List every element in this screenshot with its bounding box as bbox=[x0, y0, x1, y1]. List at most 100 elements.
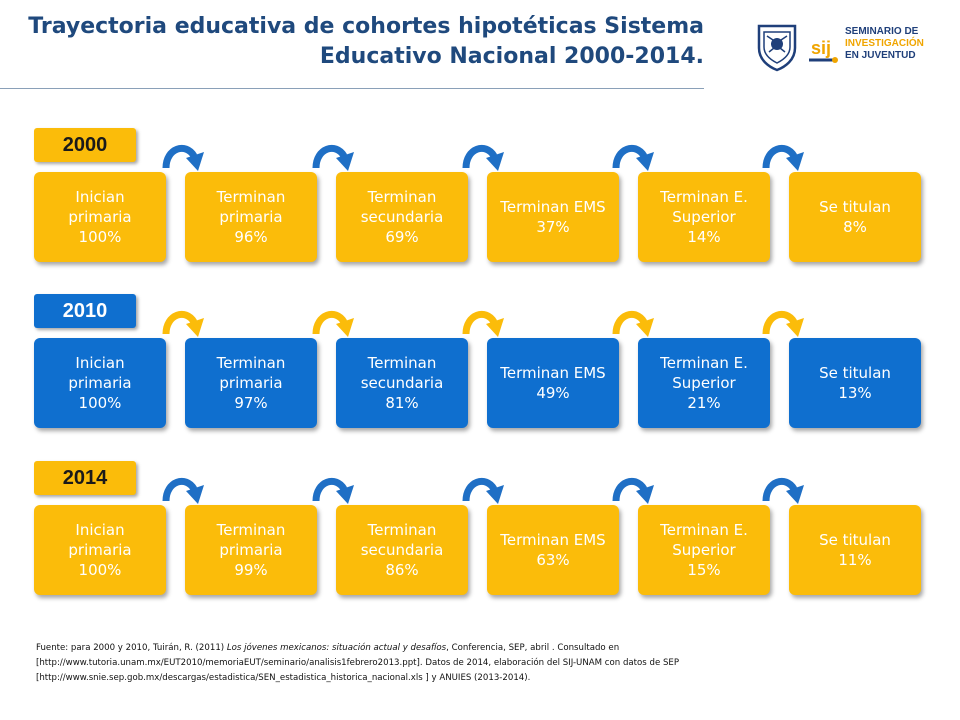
curved-arrow-icon bbox=[462, 477, 504, 504]
logos: sij SEMINARIO DE INVESTIGACIÓN EN JUVENT… bbox=[755, 18, 955, 78]
arrow-head bbox=[336, 318, 354, 337]
source-note: Fuente: para 2000 y 2010, Tuirán, R. (20… bbox=[36, 641, 936, 686]
curved-arrow-icon bbox=[162, 310, 204, 337]
arrow-head bbox=[636, 152, 654, 171]
stage-label: Terminan EMS 37% bbox=[500, 198, 606, 236]
arrow-head bbox=[786, 152, 804, 171]
arrow-arc bbox=[612, 144, 648, 169]
page-title: Trayectoria educativa de cohortes hipoté… bbox=[28, 14, 704, 69]
stage-label: Terminan primaria 99% bbox=[216, 521, 286, 579]
stage-box: Terminan EMS 49% bbox=[487, 338, 619, 428]
sij-logo-icon: sij bbox=[800, 27, 842, 69]
curved-arrow-icon bbox=[312, 477, 354, 504]
stage-label: Terminan secundaria 69% bbox=[360, 188, 444, 246]
source-line-2: [http://www.tutoria.unam.mx/EUT2010/memo… bbox=[36, 658, 680, 668]
stage-label: Inician primaria 100% bbox=[68, 354, 132, 412]
stage-box: Inician primaria 100% bbox=[34, 505, 166, 595]
year-label-1: 2010 bbox=[34, 294, 136, 328]
stage-box: Terminan secundaria 69% bbox=[336, 172, 468, 262]
stage-label: Terminan E. Superior 14% bbox=[660, 188, 748, 246]
arrow-arc bbox=[762, 144, 798, 169]
curved-arrow-icon bbox=[762, 144, 804, 171]
arrow-head bbox=[486, 318, 504, 337]
year-label-0: 2000 bbox=[34, 128, 136, 162]
stage-box: Terminan primaria 97% bbox=[185, 338, 317, 428]
source-title: Los jóvenes mexicanos: situación actual … bbox=[226, 643, 447, 653]
arrow-arc bbox=[312, 477, 348, 502]
stage-label: Terminan primaria 96% bbox=[216, 188, 286, 246]
stage-box: Terminan EMS 37% bbox=[487, 172, 619, 262]
arrow-arc bbox=[762, 310, 798, 335]
curved-arrow-icon bbox=[462, 144, 504, 171]
stage-label: Se titulan 8% bbox=[819, 198, 891, 236]
arrow-arc bbox=[312, 144, 348, 169]
stage-box: Terminan E. Superior 15% bbox=[638, 505, 770, 595]
title-divider bbox=[0, 88, 704, 89]
arrow-arc bbox=[462, 477, 498, 502]
arrow-head bbox=[486, 485, 504, 504]
stage-label: Inician primaria 100% bbox=[68, 521, 132, 579]
curved-arrow-icon bbox=[462, 310, 504, 337]
stage-box: Terminan E. Superior 14% bbox=[638, 172, 770, 262]
stage-box: Inician primaria 100% bbox=[34, 338, 166, 428]
curved-arrow-icon bbox=[762, 310, 804, 337]
curved-arrow-icon bbox=[612, 310, 654, 337]
arrow-head bbox=[186, 485, 204, 504]
source-suffix: , Conferencia, SEP, abril . Consultado e… bbox=[446, 643, 620, 653]
stage-label: Terminan E. Superior 15% bbox=[660, 521, 748, 579]
source-line-3: [http://www.snie.sep.gob.mx/descargas/es… bbox=[36, 673, 531, 683]
stage-label: Terminan secundaria 81% bbox=[360, 354, 444, 412]
curved-arrow-icon bbox=[612, 144, 654, 171]
stage-box: Inician primaria 100% bbox=[34, 172, 166, 262]
curved-arrow-icon bbox=[162, 144, 204, 171]
arrow-head bbox=[336, 485, 354, 504]
sij-logo-mark: sij bbox=[811, 38, 831, 58]
arrow-head bbox=[186, 318, 204, 337]
stage-label: Terminan E. Superior 21% bbox=[660, 354, 748, 412]
arrow-head bbox=[786, 318, 804, 337]
stage-box: Terminan EMS 63% bbox=[487, 505, 619, 595]
arrow-head bbox=[336, 152, 354, 171]
sij-logo-text: SEMINARIO DE INVESTIGACIÓN EN JUVENTUD bbox=[845, 26, 924, 62]
stage-box: Se titulan 8% bbox=[789, 172, 921, 262]
arrow-head bbox=[786, 485, 804, 504]
arrow-arc bbox=[312, 310, 348, 335]
stage-box: Terminan secundaria 86% bbox=[336, 505, 468, 595]
stage-label: Inician primaria 100% bbox=[68, 188, 132, 246]
arrow-arc bbox=[162, 144, 198, 169]
stage-box: Se titulan 11% bbox=[789, 505, 921, 595]
year-label-2: 2014 bbox=[34, 461, 136, 495]
stage-box: Se titulan 13% bbox=[789, 338, 921, 428]
arrow-arc bbox=[462, 144, 498, 169]
arrow-arc bbox=[762, 477, 798, 502]
stage-label: Se titulan 13% bbox=[819, 364, 891, 402]
curved-arrow-icon bbox=[312, 310, 354, 337]
source-line-1: Fuente: para 2000 y 2010, Tuirán, R. (20… bbox=[36, 641, 936, 656]
arrow-head bbox=[636, 485, 654, 504]
arrow-arc bbox=[612, 310, 648, 335]
curved-arrow-icon bbox=[612, 477, 654, 504]
arrow-arc bbox=[462, 310, 498, 335]
source-prefix: Fuente: para 2000 y 2010, Tuirán, R. (20… bbox=[36, 643, 227, 653]
sij-line-1: SEMINARIO DE bbox=[845, 26, 919, 37]
stage-box: Terminan primaria 99% bbox=[185, 505, 317, 595]
stage-label: Terminan primaria 97% bbox=[216, 354, 286, 412]
arrow-head bbox=[486, 152, 504, 171]
stage-box: Terminan primaria 96% bbox=[185, 172, 317, 262]
arrow-head bbox=[186, 152, 204, 171]
arrow-head bbox=[636, 318, 654, 337]
sij-line-2: INVESTIGACIÓN bbox=[845, 38, 924, 49]
arrow-arc bbox=[612, 477, 648, 502]
curved-arrow-icon bbox=[312, 144, 354, 171]
stage-label: Se titulan 11% bbox=[819, 531, 891, 569]
stage-label: Terminan EMS 63% bbox=[500, 531, 606, 569]
stage-label: Terminan EMS 49% bbox=[500, 364, 606, 402]
arrow-arc bbox=[162, 310, 198, 335]
arrow-arc bbox=[162, 477, 198, 502]
stage-box: Terminan secundaria 81% bbox=[336, 338, 468, 428]
sij-line-3: EN JUVENTUD bbox=[845, 50, 916, 61]
unam-seal-icon bbox=[757, 24, 797, 72]
stage-box: Terminan E. Superior 21% bbox=[638, 338, 770, 428]
curved-arrow-icon bbox=[762, 477, 804, 504]
curved-arrow-icon bbox=[162, 477, 204, 504]
